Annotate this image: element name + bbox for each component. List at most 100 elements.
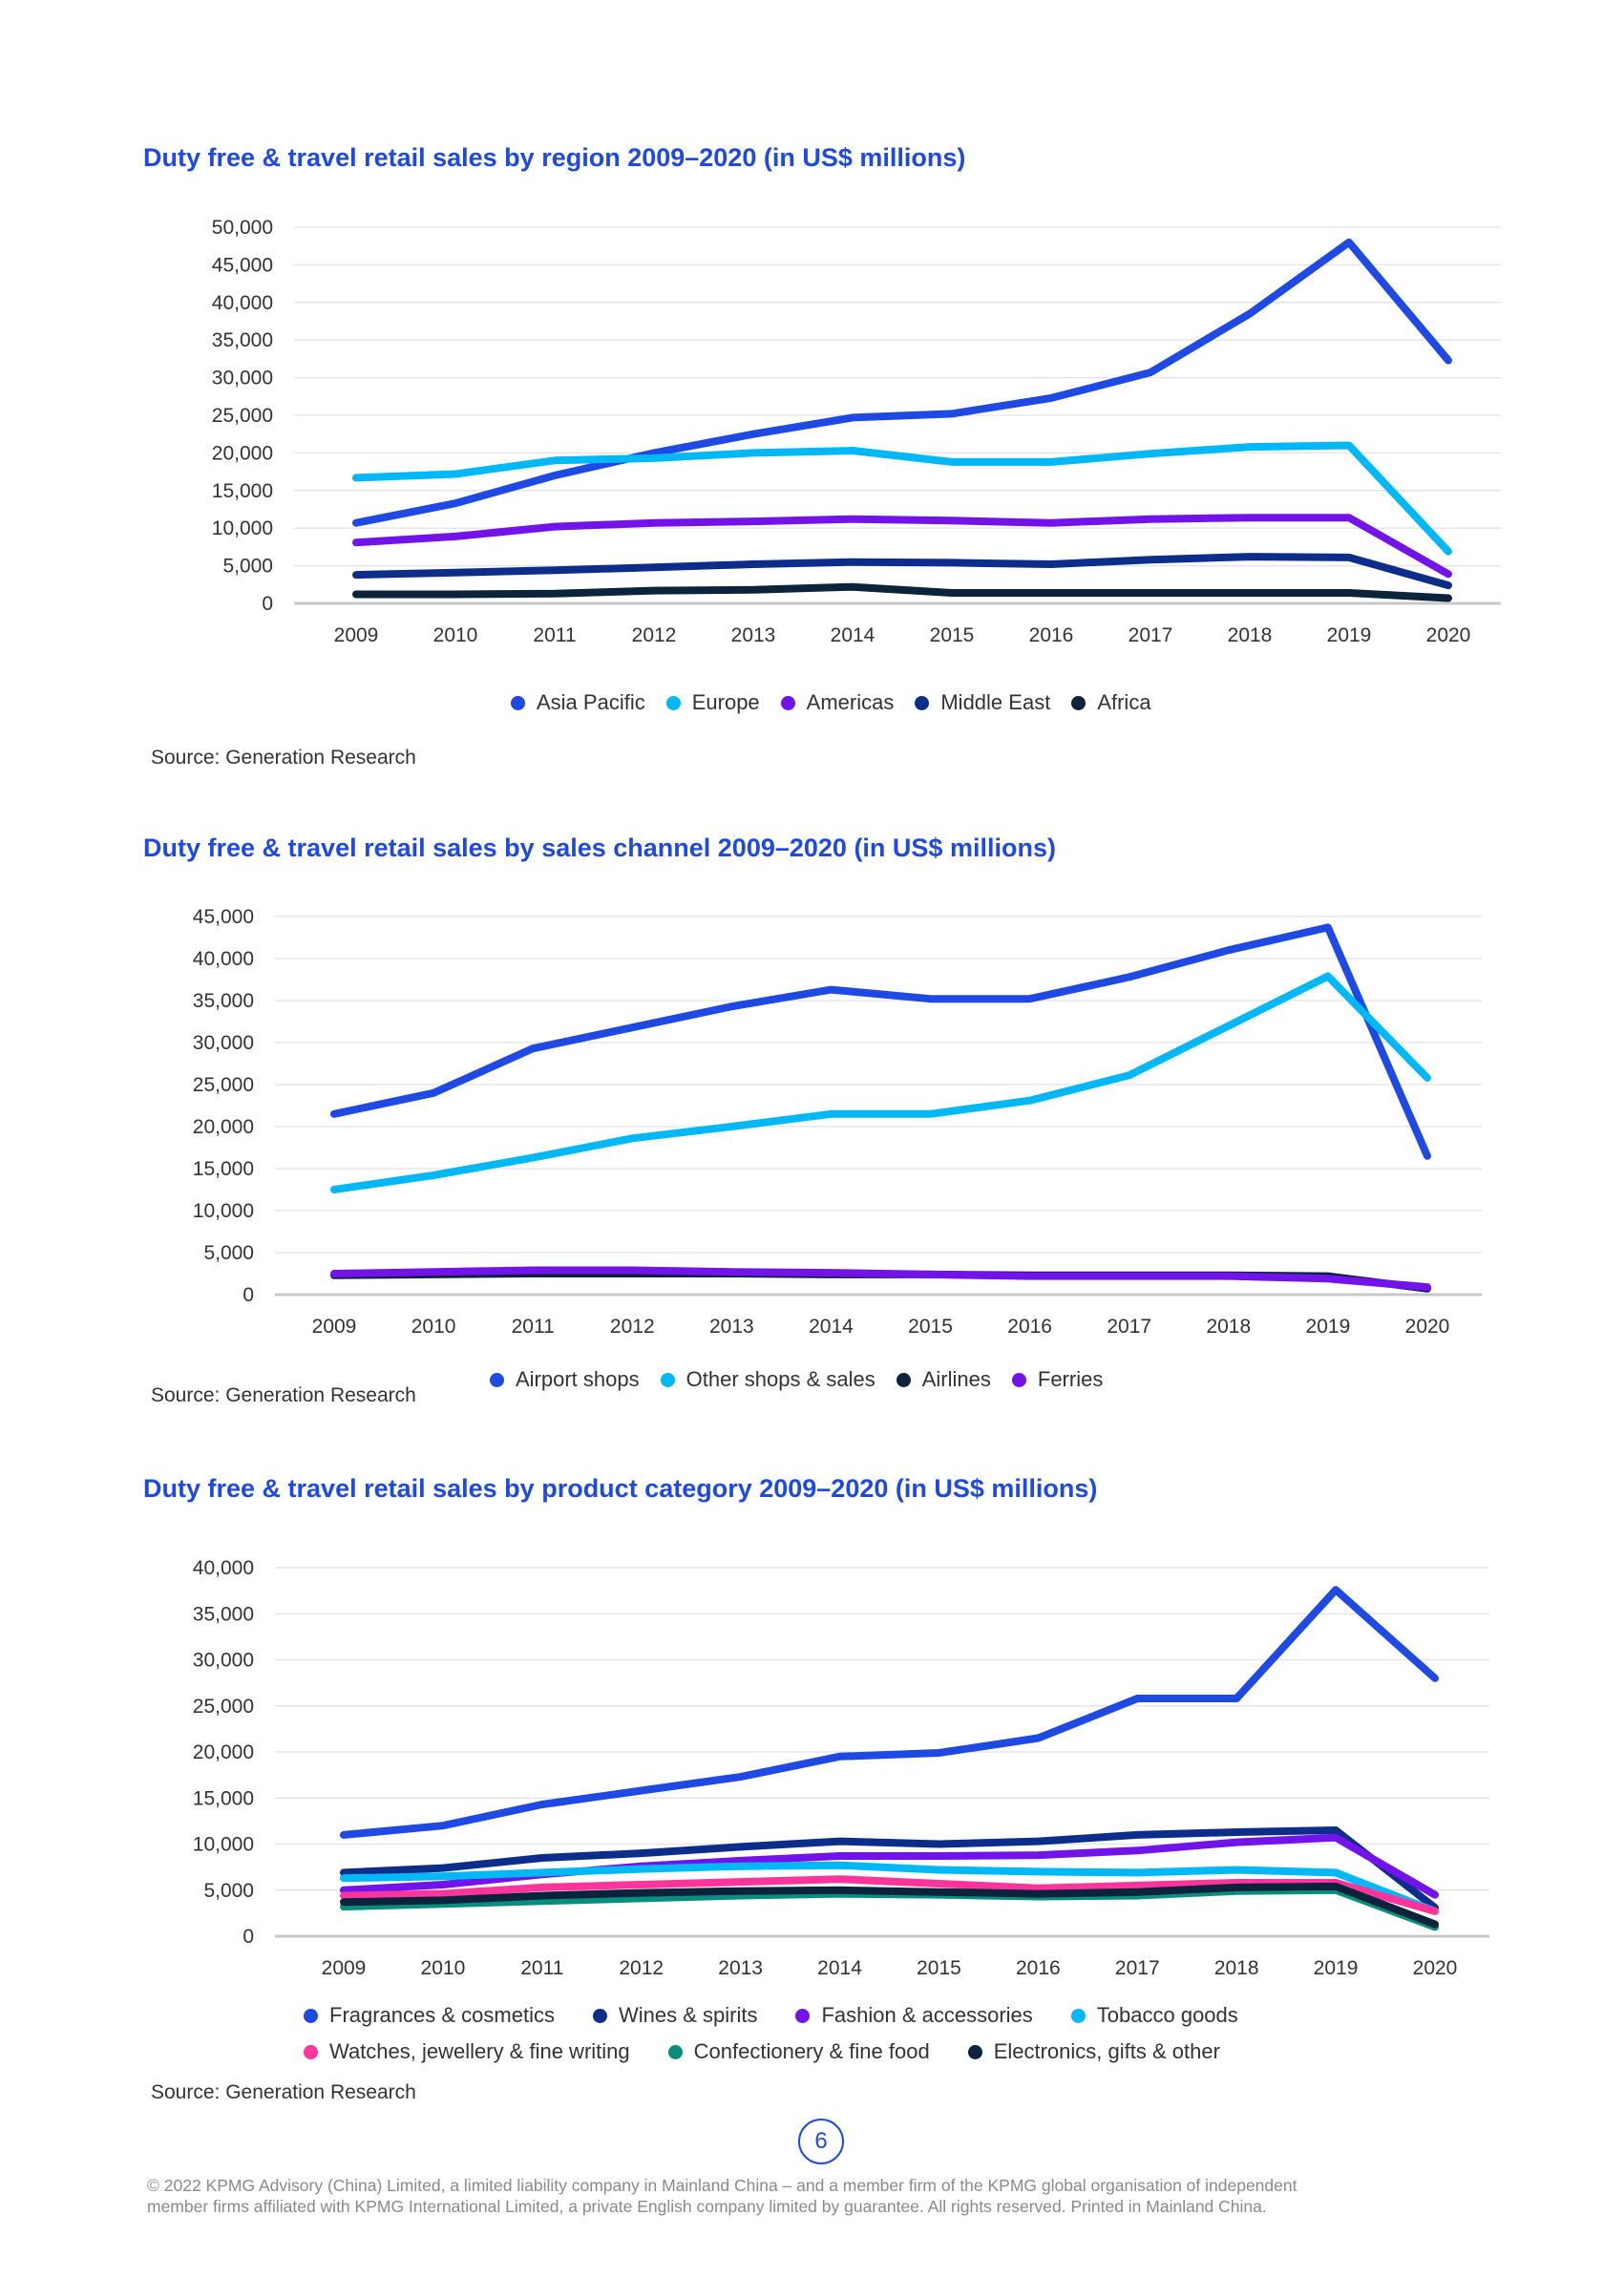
legend-item-americas: Americas: [780, 690, 894, 715]
y-tick-label: 50,000: [212, 217, 273, 239]
legend-dot-icon: [780, 695, 795, 710]
legend-item-other-shops-sales: Other shops & sales: [660, 1367, 875, 1392]
legend-item-middle-east: Middle East: [915, 690, 1050, 715]
x-tick-label: 2011: [520, 1957, 563, 1979]
y-tick-label: 15,000: [212, 480, 273, 502]
x-tick-label: 2016: [1016, 1957, 1061, 1979]
legend-dot-icon: [915, 695, 930, 710]
y-tick-label: 0: [262, 593, 273, 615]
x-tick-label: 2010: [411, 1316, 456, 1338]
legend-dot-icon: [1070, 2008, 1086, 2023]
y-tick-label: 10,000: [193, 1834, 254, 1856]
y-tick-label: 5,000: [203, 1242, 254, 1264]
legend-label: Other shops & sales: [685, 1367, 875, 1391]
y-tick-label: 0: [243, 1926, 254, 1948]
chart-2-sales-channel: 0 5,000 10,000 15,000 20,000 25,000 30,000 35,0…: [193, 906, 1482, 1338]
legend-label: Asia Pacific: [537, 690, 645, 714]
y-tick-label: 20,000: [193, 1741, 254, 1763]
legend-item-confectionery-fine-food: Confectionery & fine food: [667, 2039, 930, 2064]
page-number: 6: [798, 2119, 844, 2164]
legend-label: Electronics, gifts & other: [993, 2039, 1220, 2063]
y-tick-label: 10,000: [193, 1200, 254, 1222]
chart-1-source: Source: Generation Research: [151, 747, 416, 769]
legend-label: Fragrances & cosmetics: [329, 2003, 555, 2027]
y-tick-label: 0: [243, 1284, 254, 1306]
y-tick-label: 5,000: [203, 1880, 254, 1902]
legend-label: Airlines: [921, 1367, 991, 1391]
series-line-wines-spirits: [340, 1826, 1439, 1912]
y-tick-label: 30,000: [193, 1032, 254, 1054]
legend-item-fashion-accessories: Fashion & accessories: [795, 2003, 1033, 2028]
legend-dot-icon: [665, 695, 681, 710]
legend-item-ferries: Ferries: [1011, 1367, 1104, 1392]
legend-label: Africa: [1097, 690, 1151, 714]
x-tick-label: 2019: [1327, 624, 1372, 646]
chart-3-title: Duty free & travel retail sales by produ…: [143, 1474, 1098, 1503]
y-tick-label: 15,000: [193, 1158, 254, 1180]
x-tick-label: 2013: [709, 1316, 754, 1338]
footer-line-2: member firms affiliated with KPMG Intern…: [147, 2197, 1267, 2216]
legend-label: Confectionery & fine food: [693, 2039, 930, 2063]
x-tick-label: 2009: [312, 1316, 357, 1338]
x-tick-label: 2015: [930, 624, 975, 646]
y-tick-label: 40,000: [193, 1557, 254, 1579]
legend-item-electronics-gifts-other: Electronics, gifts & other: [967, 2039, 1220, 2064]
chart-2-legend: Airport shops Other shops & sales Airlines…: [490, 1367, 1124, 1392]
x-tick-label: 2011: [533, 624, 576, 646]
legend-label: Middle East: [940, 690, 1051, 714]
x-tick-label: 2017: [1128, 624, 1173, 646]
legend-label: Ferries: [1037, 1367, 1104, 1391]
legend-dot-icon: [304, 2044, 318, 2059]
chart-2-title: Duty free & travel retail sales by sales…: [143, 833, 1056, 862]
legend-item-fragrances-cosmetics: Fragrances & cosmetics: [304, 2003, 555, 2028]
series-line-europe: [352, 441, 1452, 556]
x-tick-label: 2017: [1107, 1316, 1151, 1338]
legend-dot-icon: [304, 2008, 318, 2023]
legend-dot-icon: [967, 2044, 982, 2059]
chart-2-source: Source: Generation Research: [151, 1384, 416, 1406]
legend-item-tobacco-goods: Tobacco goods: [1070, 2003, 1238, 2028]
legend-dot-icon: [490, 1372, 504, 1387]
series-line-airport-shops: [330, 923, 1431, 1160]
y-tick-label: 15,000: [193, 1787, 254, 1809]
chart-1-region: 0 5,000 10,000 15,000 20,000 25,000 30,000 35,0…: [212, 217, 1501, 646]
chart-3-legend: Fragrances & cosmetics Wines & spirits Fas…: [304, 2003, 1411, 2064]
series-line-africa: [352, 582, 1452, 602]
x-tick-label: 2014: [817, 1957, 862, 1979]
chart-1-title: Duty free & travel retail sales by regio…: [143, 143, 966, 172]
x-tick-label: 2009: [322, 1957, 367, 1979]
legend-dot-icon: [896, 1372, 911, 1387]
series-line-fragrances-cosmetics: [340, 1586, 1439, 1839]
x-tick-label: 2013: [731, 624, 776, 646]
y-tick-label: 5,000: [222, 556, 273, 578]
x-tick-label: 2013: [718, 1957, 763, 1979]
x-tick-label: 2017: [1115, 1957, 1160, 1979]
legend-dot-icon: [1071, 695, 1086, 710]
legend-item-asia-pacific: Asia Pacific: [511, 690, 645, 715]
legend-label: Wines & spirits: [618, 2003, 758, 2027]
legend-label: Watches, jewellery & fine writing: [329, 2039, 630, 2063]
legend-label: Airport shops: [516, 1367, 640, 1391]
series-line-americas: [352, 514, 1452, 579]
series-line-electronics-gifts-other: [340, 1882, 1439, 1929]
x-tick-label: 2010: [433, 624, 478, 646]
x-tick-label: 2020: [1426, 624, 1471, 646]
y-tick-label: 20,000: [193, 1116, 254, 1138]
y-tick-label: 20,000: [212, 442, 273, 464]
y-tick-label: 35,000: [193, 990, 254, 1012]
x-tick-label: 2014: [831, 624, 875, 646]
x-tick-label: 2010: [421, 1957, 466, 1979]
x-tick-label: 2020: [1405, 1316, 1450, 1338]
y-tick-label: 45,000: [212, 254, 273, 276]
x-tick-label: 2015: [908, 1316, 953, 1338]
x-tick-label: 2014: [809, 1316, 854, 1338]
series-line-ferries: [330, 1266, 1431, 1292]
series-line-tobacco-goods: [340, 1861, 1439, 1915]
y-tick-label: 25,000: [193, 1696, 254, 1718]
chart-3-source: Source: Generation Research: [151, 2081, 416, 2103]
y-tick-label: 30,000: [193, 1650, 254, 1672]
x-tick-label: 2018: [1206, 1316, 1251, 1338]
legend-dot-icon: [511, 695, 525, 710]
legend-item-wines-spirits: Wines & spirits: [592, 2003, 758, 2028]
legend-dot-icon: [1011, 1372, 1026, 1387]
